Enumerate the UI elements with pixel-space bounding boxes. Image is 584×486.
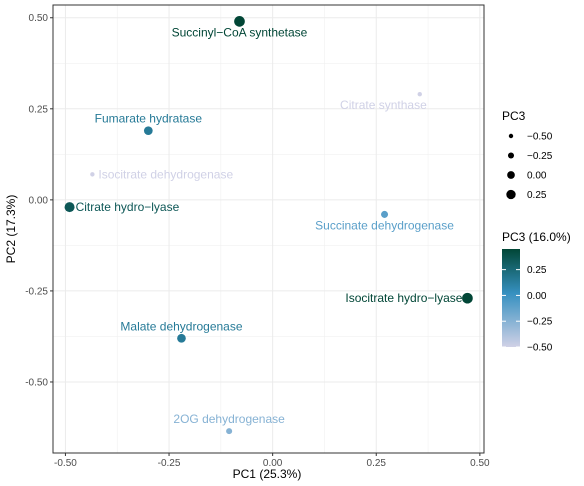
- size-legend-label: 0.25: [527, 190, 547, 201]
- panel-background: [53, 5, 484, 453]
- y-tick-label: 0.50: [29, 13, 49, 24]
- x-tick-label: -0.25: [158, 458, 181, 469]
- x-axis-title: PC1 (25.3%): [233, 467, 302, 481]
- data-point: [417, 92, 422, 97]
- point-labels-layer: Succinyl−CoA synthetase Citrate synthase F…: [76, 25, 463, 426]
- y-tick-label: -0.50: [25, 377, 48, 388]
- y-axis: -0.50 -0.25 0.00 0.25 0.50: [25, 13, 53, 388]
- plot-panel: [52, 4, 485, 454]
- point-label: Citrate synthase: [340, 98, 427, 112]
- color-legend-label: −0.25: [527, 317, 553, 328]
- x-tick-label: 0.25: [367, 458, 387, 469]
- size-legend-label: 0.00: [527, 171, 547, 182]
- color-legend-ticks: 0.25 0.00 −0.25 −0.50: [502, 265, 553, 354]
- size-legend-label: −0.50: [527, 132, 553, 143]
- data-point: [381, 210, 389, 218]
- data-point: [462, 292, 473, 304]
- y-tick-label: -0.25: [25, 286, 48, 297]
- x-tick-label: 0.50: [470, 458, 490, 469]
- point-label: 2OG dehydrogenase: [173, 412, 285, 426]
- x-tick-label: -0.50: [54, 458, 77, 469]
- size-legend-items: −0.50 −0.25 0.00 0.25: [506, 132, 553, 201]
- data-point: [226, 428, 233, 435]
- size-legend-key: [507, 152, 515, 159]
- data-point: [234, 16, 245, 27]
- data-point: [64, 202, 75, 213]
- points-layer: [64, 16, 473, 435]
- point-label: Malate dehydrogenase: [120, 319, 242, 333]
- x-tick-label: 0.00: [263, 458, 283, 469]
- color-legend-label: −0.50: [527, 343, 553, 354]
- size-legend-title: PC3: [502, 109, 526, 123]
- y-tick-label: 0.00: [29, 195, 49, 206]
- y-tick-label: 0.25: [29, 104, 49, 115]
- data-point: [177, 333, 186, 343]
- x-axis: -0.50 -0.25 0.00 0.25 0.50: [54, 453, 490, 469]
- color-legend-label: 0.00: [527, 291, 547, 302]
- size-legend-key: [506, 189, 516, 200]
- point-label: Citrate hydro−lyase: [76, 200, 180, 214]
- color-legend-title: PC3 (16.0%): [502, 230, 571, 244]
- data-point: [90, 172, 95, 177]
- size-legend-label: −0.25: [527, 151, 553, 162]
- panel-border: [52, 4, 485, 454]
- size-legend-key: [507, 171, 515, 179]
- color-legend-bar: [502, 249, 520, 347]
- size-legend-key: [508, 133, 514, 139]
- color-legend-label: 0.25: [527, 265, 547, 276]
- point-label: Isocitrate hydro−lyase: [345, 291, 462, 305]
- point-label: Fumarate hydratase: [95, 112, 203, 126]
- data-point: [143, 126, 153, 136]
- legend: PC3 −0.50−0.250.000.25 PC3 (16.0%) 0.250…: [502, 109, 571, 354]
- point-label: Isocitrate dehydrogenase: [98, 167, 233, 181]
- y-axis-title: PC2 (17.3%): [4, 195, 18, 264]
- point-label: Succinate dehydrogenase: [315, 218, 454, 232]
- point-label: Succinyl−CoA synthetase: [172, 25, 308, 39]
